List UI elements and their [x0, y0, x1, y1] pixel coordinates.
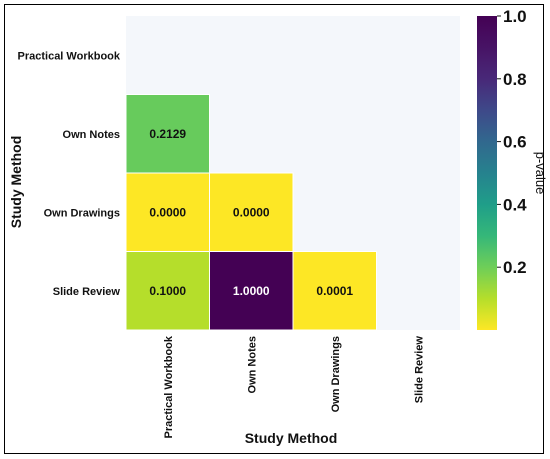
- colorbar: 0.2 0.4 0.6 0.8 1.0 p-value: [477, 7, 548, 330]
- heatmap-cell: [125, 172, 210, 252]
- x-tick-label: Own Drawings: [330, 336, 342, 412]
- cell-value-label: 0.0001: [316, 284, 353, 298]
- y-tick-label: Slide Review: [53, 286, 121, 298]
- y-tick-label: Own Notes: [63, 129, 120, 141]
- x-tick-labels: Practical Workbook Own Notes Own Drawings S…: [163, 335, 426, 438]
- colorbar-tick-label: 0.6: [503, 133, 527, 152]
- colorbar-title: p-value: [533, 152, 548, 195]
- heatmap-cell: [125, 94, 210, 174]
- x-tick-label: Practical Workbook: [163, 335, 175, 438]
- cell-value-label: 1.0000: [233, 284, 270, 298]
- y-axis-title: Study Method: [8, 136, 24, 229]
- cell-value-label: 0.2129: [149, 127, 186, 141]
- figure-frame: [4, 4, 544, 454]
- y-tick-label: Practical Workbook: [18, 50, 121, 62]
- colorbar-tick-label: 0.2: [503, 258, 527, 277]
- heatmap-cell: [209, 172, 294, 252]
- heatmap-cell: [209, 251, 294, 331]
- cell-value-label: 0.0000: [149, 205, 186, 219]
- colorbar-bar: [477, 16, 497, 330]
- heatmap-cells: 0.2129 0.0000 0.0000 0.1000 1.0000 0.0001: [125, 16, 460, 331]
- colorbar-tick-label: 0.8: [503, 70, 527, 89]
- colorbar-tick-label: 1.0: [503, 7, 527, 26]
- cell-value-label: 0.1000: [149, 284, 186, 298]
- colorbar-tick-label: 0.4: [503, 195, 527, 214]
- x-axis-title: Study Method: [245, 430, 338, 446]
- x-tick-label: Slide Review: [413, 336, 425, 404]
- y-tick-label: Own Drawings: [44, 207, 120, 219]
- heatmap-cell: [292, 251, 377, 331]
- heatmap-cell: [125, 251, 210, 331]
- x-tick-label: Own Notes: [246, 336, 258, 393]
- cell-value-label: 0.0000: [233, 205, 270, 219]
- y-tick-labels: Practical Workbook Own Notes Own Drawings S…: [18, 50, 121, 298]
